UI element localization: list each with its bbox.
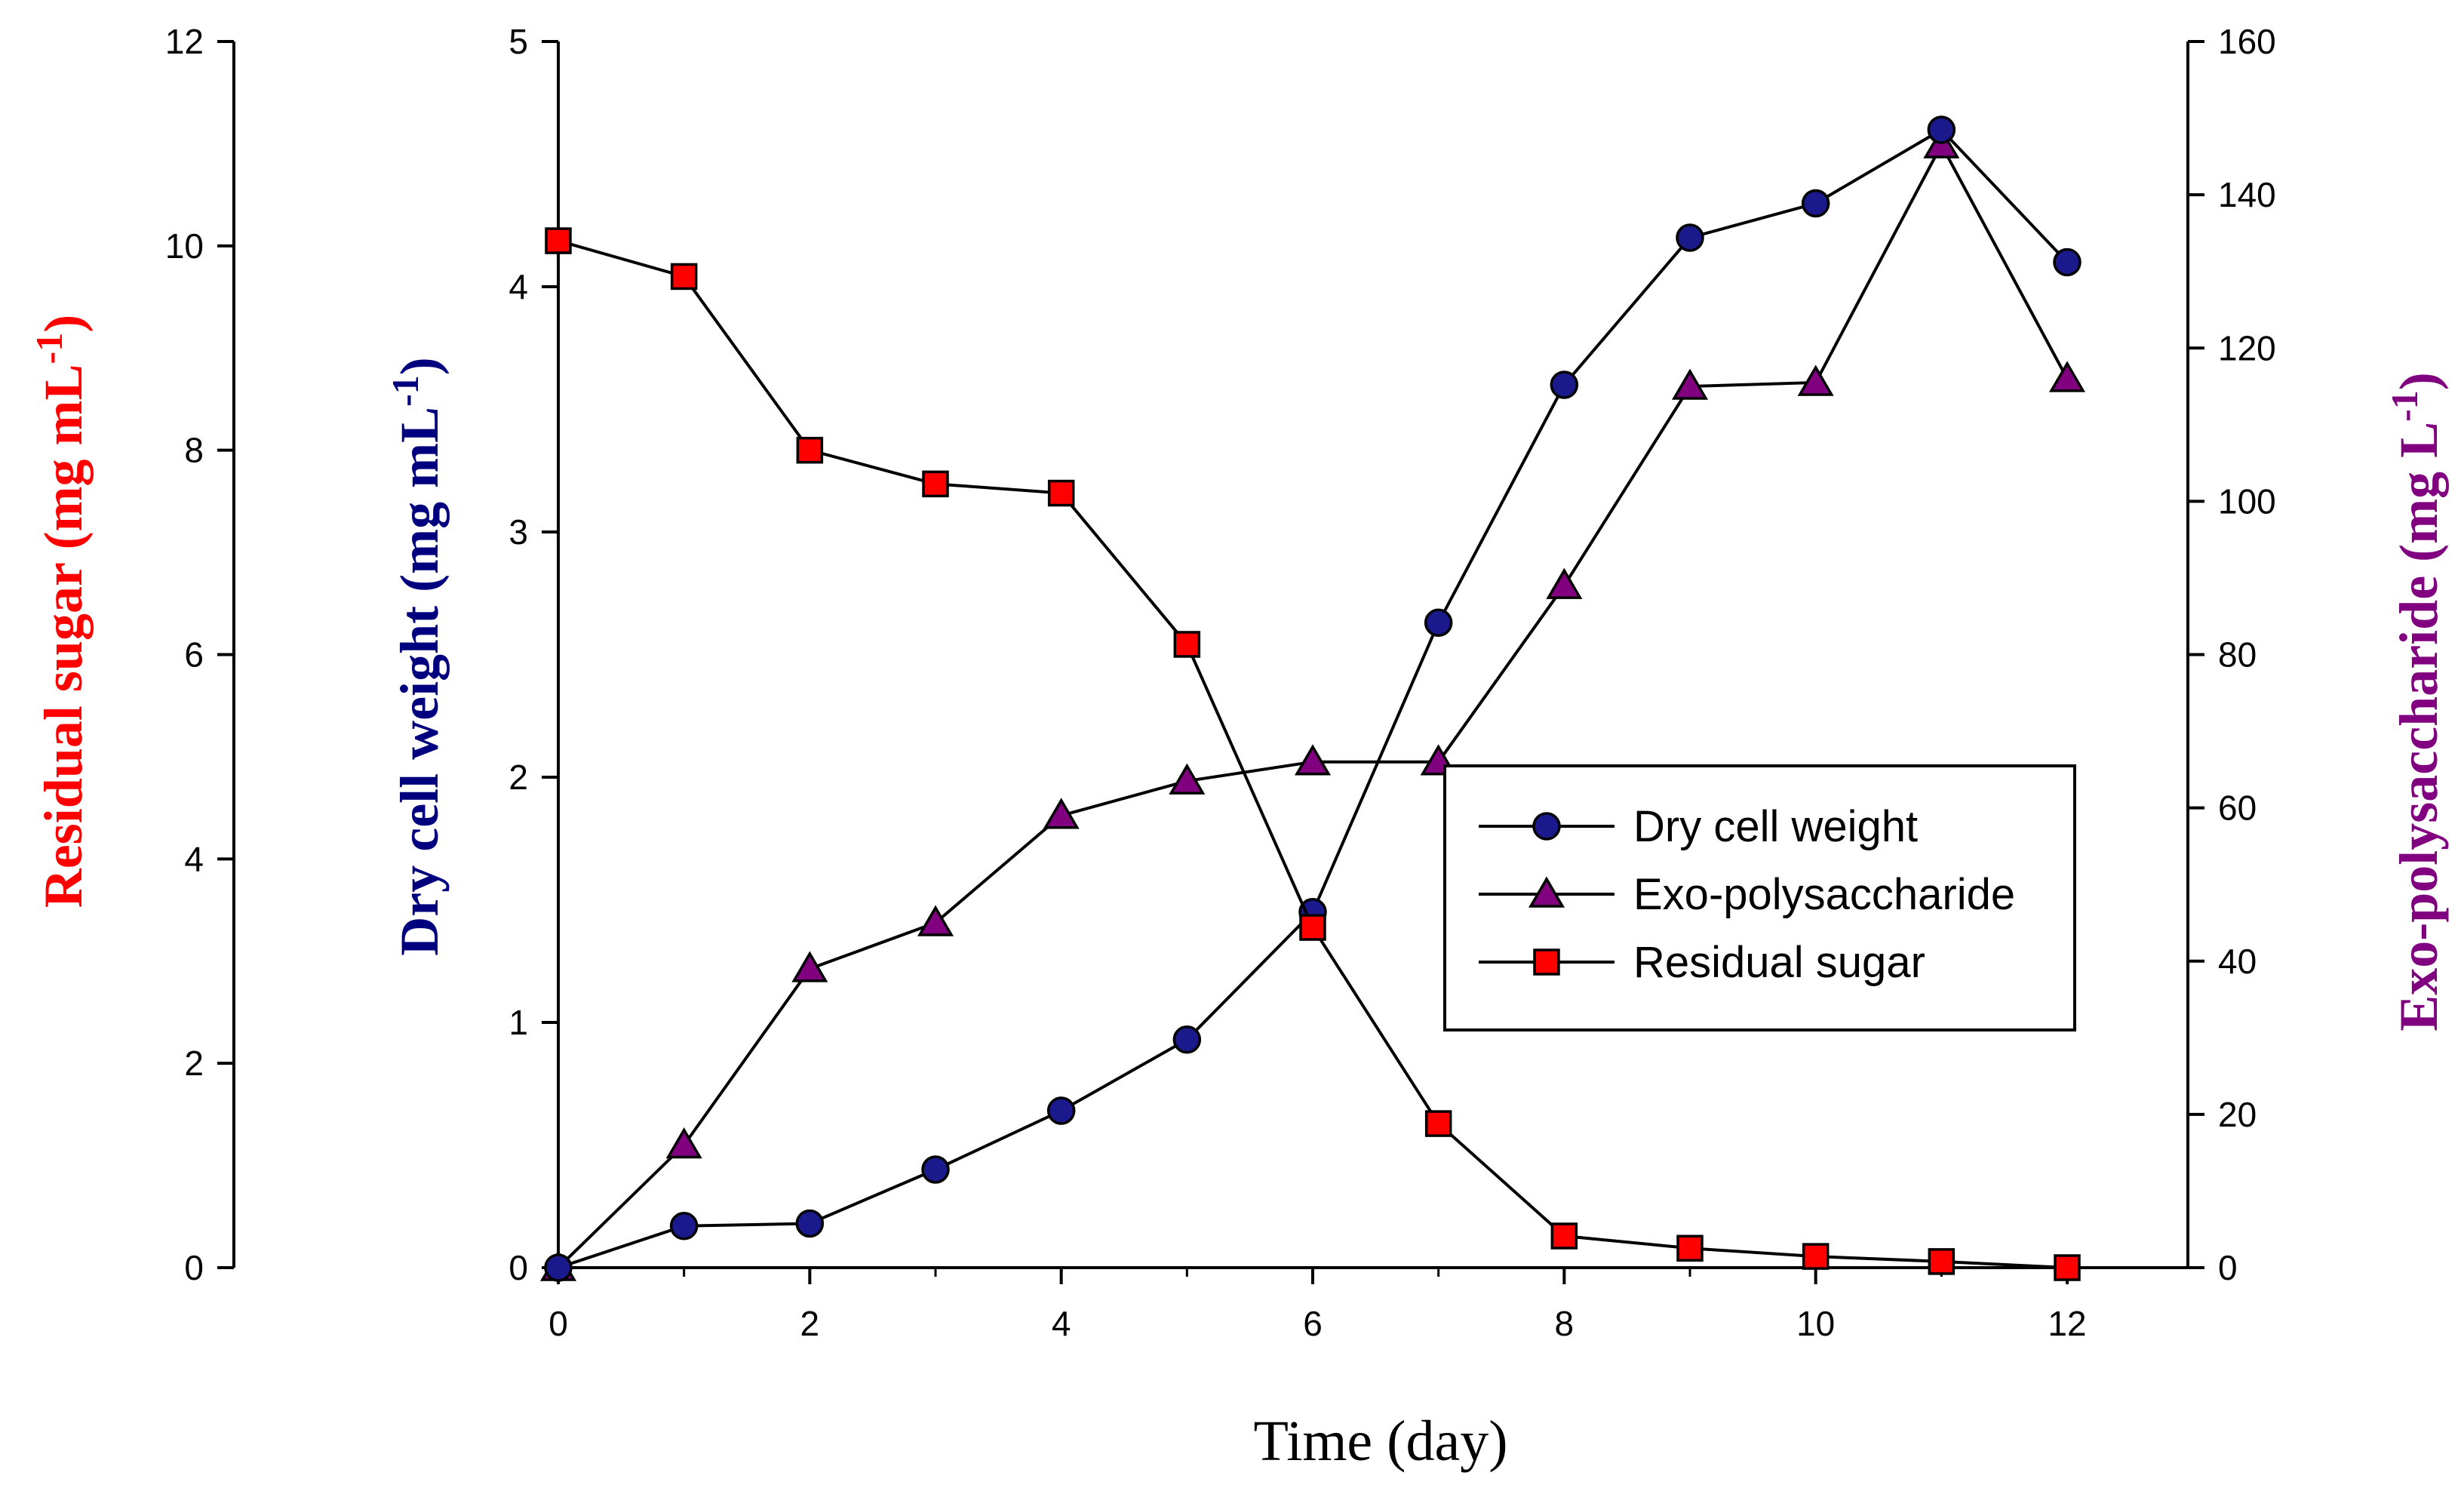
- exo-polysaccharide-point: [665, 1127, 702, 1159]
- series-layer: [539, 115, 2086, 1282]
- dry-cell-weight-point: [2053, 247, 2081, 277]
- exo-polysaccharide-tick-label: 40: [2218, 942, 2257, 981]
- dry-cell-weight-point: [1927, 115, 1956, 144]
- exo-polysaccharide-series: [539, 127, 2086, 1281]
- dry-cell-weight-point: [795, 1209, 825, 1238]
- x-tick-label: 8: [1555, 1304, 1575, 1343]
- x-tick-label: 0: [548, 1304, 568, 1343]
- legend-marker: [1532, 812, 1561, 841]
- residual-sugar-tick-label: 10: [165, 226, 204, 266]
- residual-sugar-series: [545, 227, 2081, 1281]
- x-tick-label: 2: [800, 1304, 820, 1343]
- residual-sugar-title-close: ): [33, 315, 94, 333]
- dry-cell-weight-point: [1550, 370, 1579, 399]
- residual-sugar-point: [1802, 1243, 1830, 1270]
- exo-polysaccharide-point: [917, 905, 954, 936]
- exo-polysaccharide-tick-label: 120: [2218, 328, 2276, 367]
- x-tick-label: 12: [2048, 1304, 2086, 1343]
- residual-sugar-point: [922, 470, 949, 498]
- x-tick-label: 4: [1052, 1304, 1071, 1343]
- exo-polysaccharide-point: [1294, 744, 1332, 776]
- exo-polysaccharide-axis-title: Exo-polysaccharide (mg L-1): [2383, 372, 2449, 1031]
- residual-sugar-tick-label: 0: [184, 1248, 204, 1287]
- residual-sugar-point: [796, 436, 824, 464]
- dry-cell-weight-axis-title: Dry cell weight (mg mL-1): [384, 357, 450, 955]
- residual-sugar-axis-title: Residual sugar (mg mL-1): [28, 315, 94, 908]
- residual-sugar-tick-label: 8: [184, 431, 204, 470]
- legend-label: Dry cell weight: [1633, 802, 1918, 851]
- legend-entry-exo-polysaccharide: Exo-polysaccharide: [1479, 870, 2015, 919]
- legend-entry-dry-cell-weight: Dry cell weight: [1479, 802, 1918, 851]
- exo-polysaccharide-point: [1043, 798, 1080, 829]
- dry-cell-weight-point: [1046, 1096, 1076, 1125]
- residual-sugar-point: [1047, 479, 1075, 507]
- residual-sugar-title-main: Residual sugar (mg mL: [33, 364, 94, 908]
- exo-polysaccharide-tick-label: 20: [2218, 1095, 2257, 1134]
- dry-cell-weight-tick-label: 4: [508, 267, 528, 306]
- residual-sugar-tick-label: 12: [165, 22, 204, 61]
- dry-cell-weight-title-main: Dry cell weight (mg mL: [389, 407, 450, 956]
- dry-cell-weight-title-sup: -1: [384, 375, 426, 407]
- exo-polysaccharide-point: [791, 951, 828, 982]
- legend-marker: [1533, 948, 1560, 976]
- residual-sugar-point: [1424, 1110, 1452, 1137]
- dry-cell-weight-axis: 0 1 2 3 4 5: [508, 22, 558, 1287]
- residual-sugar-tick-label: 6: [184, 635, 204, 675]
- legend-label: Exo-polysaccharide: [1633, 870, 2015, 919]
- exo-polysaccharide-point: [1671, 368, 1709, 400]
- dry-cell-weight-point: [1172, 1025, 1202, 1054]
- dry-cell-weight-point: [544, 1253, 573, 1282]
- residual-sugar-point: [670, 263, 698, 291]
- residual-sugar-tick-label: 2: [184, 1044, 204, 1083]
- exo-polysaccharide-tick-label: 100: [2218, 481, 2276, 521]
- legend-entry-residual-sugar: Residual sugar: [1479, 938, 1925, 987]
- dry-cell-weight-point: [1801, 189, 1830, 218]
- residual-sugar-point: [1928, 1248, 1956, 1275]
- x-tick-label: 10: [1796, 1304, 1835, 1343]
- dry-cell-weight-tick-label: 5: [508, 22, 528, 61]
- dry-cell-weight-tick-label: 3: [508, 512, 528, 552]
- exo-polysaccharide-point: [1546, 567, 1583, 599]
- dry-cell-weight-tick-label: 2: [508, 758, 528, 797]
- residual-sugar-point: [1550, 1222, 1578, 1250]
- exo-polysaccharide-axis: 0 20 40 60 80 100 120 140 160: [2188, 22, 2276, 1287]
- exo-polysaccharide-tick-label: 60: [2218, 789, 2257, 828]
- residual-sugar-point: [2054, 1254, 2081, 1281]
- exo-polysaccharide-point: [1797, 364, 1834, 396]
- exo-polysaccharide-tick-label: 0: [2218, 1248, 2238, 1287]
- residual-sugar-title-sup: -1: [28, 333, 70, 364]
- residual-sugar-axis: 0 2 4 6 8 10 12: [165, 22, 235, 1287]
- exo-polysaccharide-tick-label: 160: [2218, 22, 2276, 61]
- legend-label: Residual sugar: [1633, 938, 1925, 987]
- dry-cell-weight-point: [921, 1155, 950, 1184]
- dry-cell-weight-title-close: ): [389, 357, 450, 375]
- exo-polysaccharide-title-close: ): [2389, 372, 2449, 390]
- x-tick-label: 6: [1303, 1304, 1323, 1343]
- x-axis-title: Time (day): [1253, 1410, 1507, 1473]
- exo-polysaccharide-line: [557, 141, 2069, 1269]
- exo-polysaccharide-tick-label: 140: [2218, 175, 2276, 214]
- dry-cell-weight-point: [669, 1212, 699, 1241]
- residual-sugar-point: [1299, 914, 1326, 941]
- exo-polysaccharide-point: [2048, 361, 2086, 392]
- dry-cell-weight-tick-label: 1: [508, 1003, 528, 1042]
- residual-sugar-point: [1173, 631, 1201, 658]
- dry-cell-weight-tick-label: 0: [508, 1248, 528, 1287]
- x-axis: 0 2 4 6 8 10 12: [548, 42, 2189, 1343]
- dry-cell-weight-series: [544, 115, 2081, 1282]
- residual-sugar-point: [1676, 1234, 1704, 1262]
- residual-sugar-point: [545, 227, 572, 254]
- legend-marker: [1528, 876, 1565, 908]
- legend: Dry cell weight Exo-polysaccharide Residua…: [1443, 764, 2076, 1031]
- exo-polysaccharide-point: [1169, 763, 1206, 795]
- dry-cell-weight-point: [1424, 608, 1453, 637]
- exo-polysaccharide-tick-label: 80: [2218, 635, 2257, 675]
- dry-cell-weight-line: [558, 128, 2069, 1269]
- dry-cell-weight-point: [1676, 223, 1704, 252]
- residual-sugar-tick-label: 4: [184, 839, 204, 878]
- exo-polysaccharide-title-main: Exo-polysaccharide (mg L: [2389, 422, 2449, 1031]
- exo-polysaccharide-title-sup: -1: [2383, 390, 2426, 422]
